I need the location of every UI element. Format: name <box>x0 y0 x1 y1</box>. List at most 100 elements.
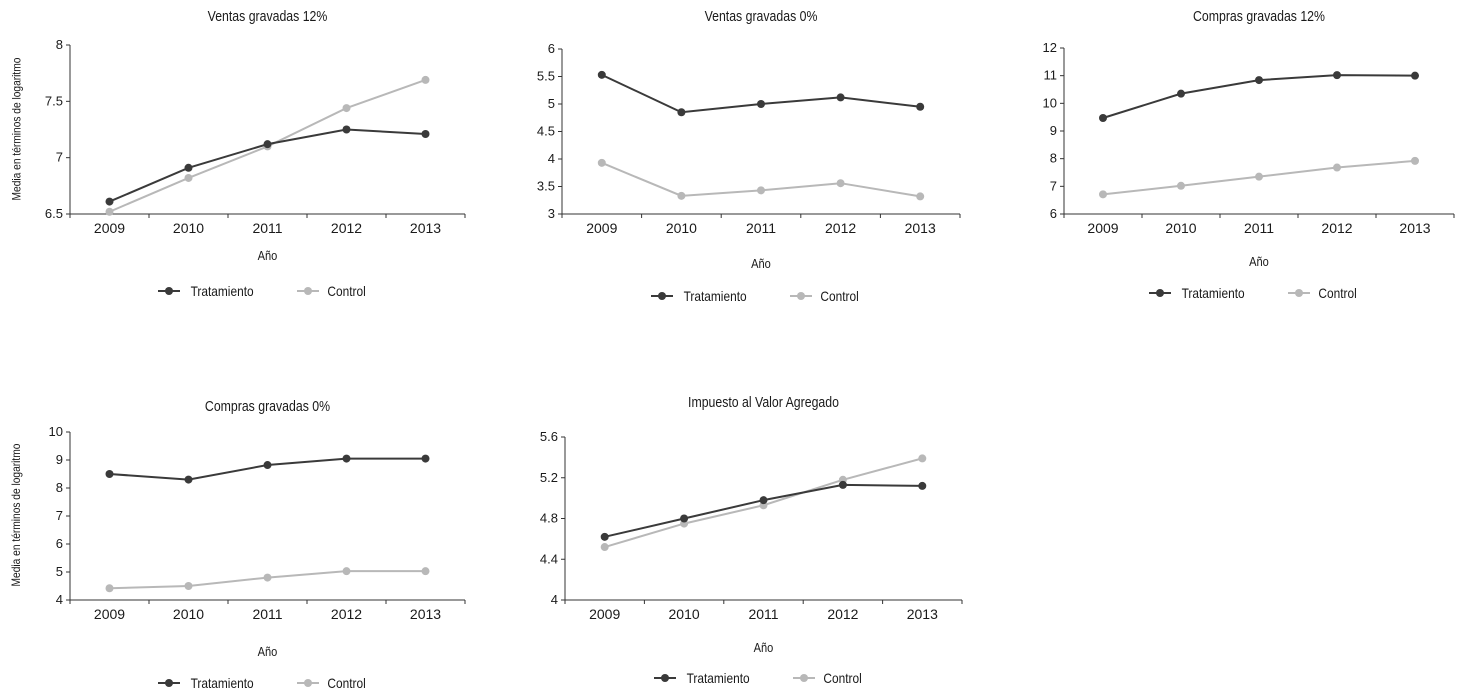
x-tick-label: 2011 <box>746 220 776 236</box>
line-chart: 4 4.4 4.8 5.2 5.6 2009 2010 2011 2012 2013 <box>540 429 963 622</box>
x-tick-label: 2010 <box>666 220 697 236</box>
legend-marker-icon <box>1288 289 1311 297</box>
x-tick-label: 2013 <box>410 220 441 236</box>
x-tick-label: 2012 <box>827 606 858 622</box>
chart-title: Compras gravadas 12% <box>1193 8 1325 25</box>
x-tick-label: 2013 <box>1399 220 1430 236</box>
y-tick-label: 7 <box>56 508 63 523</box>
y-tick-label: 6.5 <box>45 206 63 221</box>
chart-panel: Ventas gravadas 12% Media en términos de … <box>0 0 470 303</box>
data-point-treatment <box>1255 76 1263 85</box>
chart-legend: Tratamiento Control <box>651 288 900 304</box>
chart-panel: Compras gravadas 0% Media en términos de … <box>0 390 470 693</box>
line-chart: 6.5 7 7.5 8 2009 2010 2011 2012 2013 <box>45 37 466 236</box>
y-tick-label: 11 <box>1044 68 1058 83</box>
legend-label: Control <box>1318 285 1357 301</box>
y-tick-label: 4.4 <box>540 551 558 566</box>
legend-label: Tratamiento <box>1181 285 1245 301</box>
x-tick-label: 2009 <box>1087 220 1118 236</box>
x-tick-label: 2012 <box>331 220 362 236</box>
data-point-control <box>421 75 430 84</box>
legend-marker-icon <box>790 292 813 300</box>
legend-item-control: Control <box>296 675 369 691</box>
data-point-control <box>1411 156 1419 165</box>
line-chart: 4 5 6 7 8 9 10 2009 2010 2011 2012 2013 <box>49 424 466 622</box>
chart-legend: Tratamiento Control <box>1149 285 1398 301</box>
x-tick-label: 2011 <box>1244 220 1274 236</box>
legend-item-treatment: Tratamiento <box>157 675 259 691</box>
legend-marker-icon <box>157 287 180 295</box>
data-point-control <box>1255 172 1263 181</box>
data-point-treatment <box>759 496 768 505</box>
data-point-control <box>342 567 351 576</box>
data-point-treatment <box>421 454 430 463</box>
y-tick-label: 5 <box>548 96 555 111</box>
data-point-treatment <box>597 70 606 79</box>
y-tick-label: 4 <box>551 592 558 607</box>
series-line-treatment <box>604 483 923 538</box>
data-point-control <box>1177 181 1185 190</box>
legend-marker-icon <box>157 679 180 687</box>
data-point-control <box>916 192 925 201</box>
line-chart: 6 7 8 9 10 11 12 2009 2010 2011 2012 2013 <box>1043 40 1455 236</box>
y-tick-label: 10 <box>1043 95 1057 110</box>
data-point-treatment <box>342 454 351 463</box>
data-point-treatment <box>184 475 193 484</box>
x-tick-label: 2013 <box>410 606 441 622</box>
data-point-control <box>342 104 351 113</box>
data-point-control <box>1333 163 1341 172</box>
data-point-treatment <box>916 102 925 111</box>
x-axis-label: Año <box>257 644 278 659</box>
x-tick-label: 2012 <box>825 220 856 236</box>
y-tick-label: 6 <box>548 41 555 56</box>
y-tick-label: 7 <box>1050 178 1057 193</box>
data-point-control <box>105 584 114 593</box>
legend-marker-icon <box>296 287 319 295</box>
legend-item-treatment: Tratamiento <box>651 288 752 304</box>
data-point-treatment <box>918 481 927 490</box>
x-tick-label: 2010 <box>1165 220 1196 236</box>
data-point-treatment <box>1099 113 1107 122</box>
legend-marker-icon <box>651 292 673 300</box>
x-axis-label: Año <box>753 640 774 655</box>
data-point-treatment <box>421 130 430 139</box>
legend-item-treatment: Tratamiento <box>1149 285 1250 301</box>
y-tick-label: 3 <box>548 206 555 221</box>
data-point-treatment <box>677 108 686 117</box>
data-point-treatment <box>263 140 272 149</box>
chart-legend: Tratamiento Control <box>653 670 903 686</box>
y-tick-label: 4.5 <box>537 124 555 139</box>
chart-legend: Tratamiento Control <box>157 675 407 691</box>
data-point-treatment <box>263 461 272 470</box>
y-tick-label: 9 <box>56 452 63 467</box>
y-tick-label: 4.8 <box>540 511 558 526</box>
y-tick-label: 3.5 <box>537 179 555 194</box>
y-tick-label: 9 <box>1050 123 1057 138</box>
x-tick-label: 2012 <box>1321 220 1352 236</box>
legend-marker-icon <box>653 674 676 682</box>
data-point-treatment <box>836 93 845 102</box>
x-axis-label: Año <box>257 248 278 263</box>
data-point-control <box>757 186 765 195</box>
y-tick-label: 5.6 <box>540 429 558 444</box>
x-tick-label: 2012 <box>331 606 362 622</box>
x-axis-label: Año <box>1249 254 1269 269</box>
x-tick-label: 2009 <box>586 220 617 236</box>
data-point-treatment <box>105 470 114 478</box>
y-tick-label: 6 <box>56 536 63 551</box>
data-point-treatment <box>680 514 689 523</box>
legend-label: Control <box>823 670 862 686</box>
data-point-control <box>597 158 606 167</box>
y-tick-label: 5.2 <box>540 470 558 485</box>
y-tick-label: 6 <box>1050 206 1057 221</box>
x-tick-label: 2013 <box>905 220 936 236</box>
data-point-control <box>600 543 609 552</box>
x-tick-label: 2013 <box>907 606 938 622</box>
legend-label: Control <box>327 283 366 299</box>
data-point-treatment <box>1177 89 1185 98</box>
data-point-control <box>421 567 430 576</box>
data-point-treatment <box>105 197 114 206</box>
y-tick-label: 4 <box>56 592 63 607</box>
legend-item-control: Control <box>792 670 865 686</box>
legend-marker-icon <box>1149 289 1171 297</box>
